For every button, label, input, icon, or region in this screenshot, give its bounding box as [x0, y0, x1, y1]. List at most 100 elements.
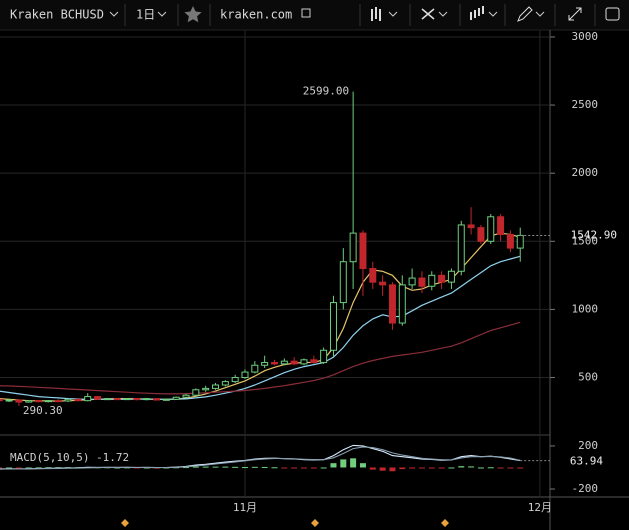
- macd-value: -1.72: [96, 451, 129, 464]
- macd-histogram-bar: [35, 467, 42, 469]
- x-tick-label: 12月: [528, 501, 552, 514]
- candle-body: [153, 398, 161, 401]
- symbol[interactable]: Kraken BCHUSD: [10, 8, 104, 22]
- macd-histogram-bar: [340, 459, 347, 468]
- candle-body: [280, 360, 288, 365]
- macd-histogram-bar: [389, 467, 396, 472]
- macd-histogram-bar: [271, 467, 278, 469]
- candle-body: [172, 396, 180, 400]
- candle-body: [143, 398, 151, 401]
- last-price-label: 1542.90: [571, 228, 617, 241]
- candle-body: [25, 400, 33, 403]
- candle-body: [497, 216, 505, 235]
- macd-title: MACD(5,10,5): [10, 451, 89, 464]
- candle-body: [418, 277, 426, 287]
- copy-icon[interactable]: [301, 8, 311, 18]
- y-tick-label: 2000: [572, 166, 599, 179]
- candle-body: [408, 277, 416, 286]
- macd-histogram-bar: [369, 467, 376, 470]
- candle-body: [64, 398, 72, 402]
- macd-histogram-bar: [418, 467, 425, 469]
- candle-body: [506, 233, 514, 249]
- macd-histogram-bar: [15, 467, 22, 469]
- low-label: 290.30: [23, 404, 63, 417]
- macd-tick-label: -200: [572, 482, 599, 495]
- candle-body: [290, 360, 298, 365]
- macd-histogram-bar: [409, 467, 416, 469]
- macd-histogram-bar: [330, 463, 337, 468]
- chevron[interactable]: [438, 11, 448, 17]
- macd-histogram-bar: [114, 467, 121, 469]
- macd-histogram-bar: [379, 467, 386, 471]
- macd-histogram-bar: [6, 467, 13, 469]
- candle-body: [349, 232, 357, 263]
- candle-body: [369, 268, 377, 283]
- candle-body: [162, 398, 170, 401]
- macd-pane: [0, 444, 524, 472]
- macd-histogram-bar: [222, 466, 229, 468]
- candle-body: [231, 377, 239, 383]
- interval[interactable]: 1日: [136, 8, 155, 22]
- favorite-star[interactable]: [184, 6, 202, 23]
- y-tick-label: 1500: [572, 234, 599, 247]
- candle-body: [379, 281, 387, 286]
- candle-body: [0, 398, 3, 402]
- macd-histogram-bar: [507, 467, 514, 469]
- macd-histogram-bar: [468, 466, 475, 468]
- candle-body: [182, 394, 190, 398]
- macd-histogram-bar: [232, 466, 239, 468]
- y-tick-label: 1000: [572, 302, 599, 315]
- candle-body: [438, 274, 446, 283]
- macd-histogram-bar: [300, 467, 307, 469]
- candle-body: [300, 359, 308, 365]
- fullscreen-icon[interactable]: [568, 7, 582, 21]
- screenshot-icon[interactable]: [605, 7, 620, 21]
- macd-histogram-bar: [448, 467, 455, 469]
- macd-histogram-bar: [143, 467, 150, 469]
- indicator-icon[interactable]: [421, 8, 435, 20]
- macd-histogram-bar: [261, 466, 268, 468]
- macd-histogram-bar: [0, 467, 3, 469]
- toolbar: [0, 0, 629, 30]
- price-pane: [0, 91, 524, 407]
- candle-body: [133, 398, 141, 401]
- candle-body: [388, 284, 396, 324]
- macd-histogram-bar: [310, 467, 317, 469]
- macd-line: [0, 446, 521, 470]
- macd-histogram-bar: [183, 467, 190, 469]
- macd-histogram-bar: [487, 467, 494, 469]
- chart-type-icon[interactable]: [371, 7, 381, 21]
- candle-body: [202, 387, 210, 391]
- macd-histogram-bar: [497, 467, 504, 469]
- y-tick-label: 500: [578, 371, 598, 384]
- macd-histogram-bar: [202, 466, 209, 468]
- moving-average: [0, 321, 521, 395]
- x-tick-label: 11月: [233, 501, 257, 514]
- chevron[interactable]: [488, 11, 498, 17]
- y-tick-label: 3000: [572, 30, 599, 43]
- macd-histogram-bar: [438, 467, 445, 469]
- compare-icon[interactable]: [470, 6, 484, 20]
- chevron[interactable]: [157, 11, 167, 17]
- candle-body: [477, 227, 485, 242]
- chevron[interactable]: [535, 11, 545, 17]
- candle-body: [241, 371, 249, 379]
- candle-body: [221, 381, 229, 386]
- high-label: 2599.00: [303, 85, 349, 98]
- macd-histogram-bar: [25, 467, 32, 469]
- macd-histogram-bar: [192, 466, 199, 468]
- macd-histogram-bar: [251, 466, 258, 468]
- site[interactable]: kraken.com: [220, 8, 292, 22]
- macd-histogram-bar: [359, 463, 366, 468]
- candle-body: [74, 398, 82, 402]
- macd-histogram-bar: [428, 467, 435, 469]
- chevron[interactable]: [109, 11, 119, 17]
- y-tick-label: 2500: [572, 98, 599, 111]
- macd-histogram-bar: [242, 467, 248, 469]
- event-markers[interactable]: [121, 519, 449, 527]
- candle-body: [212, 384, 220, 389]
- macd-histogram-bar: [212, 466, 219, 468]
- candle-body: [94, 396, 102, 400]
- draw-icon[interactable]: [517, 6, 533, 22]
- chevron[interactable]: [388, 11, 398, 17]
